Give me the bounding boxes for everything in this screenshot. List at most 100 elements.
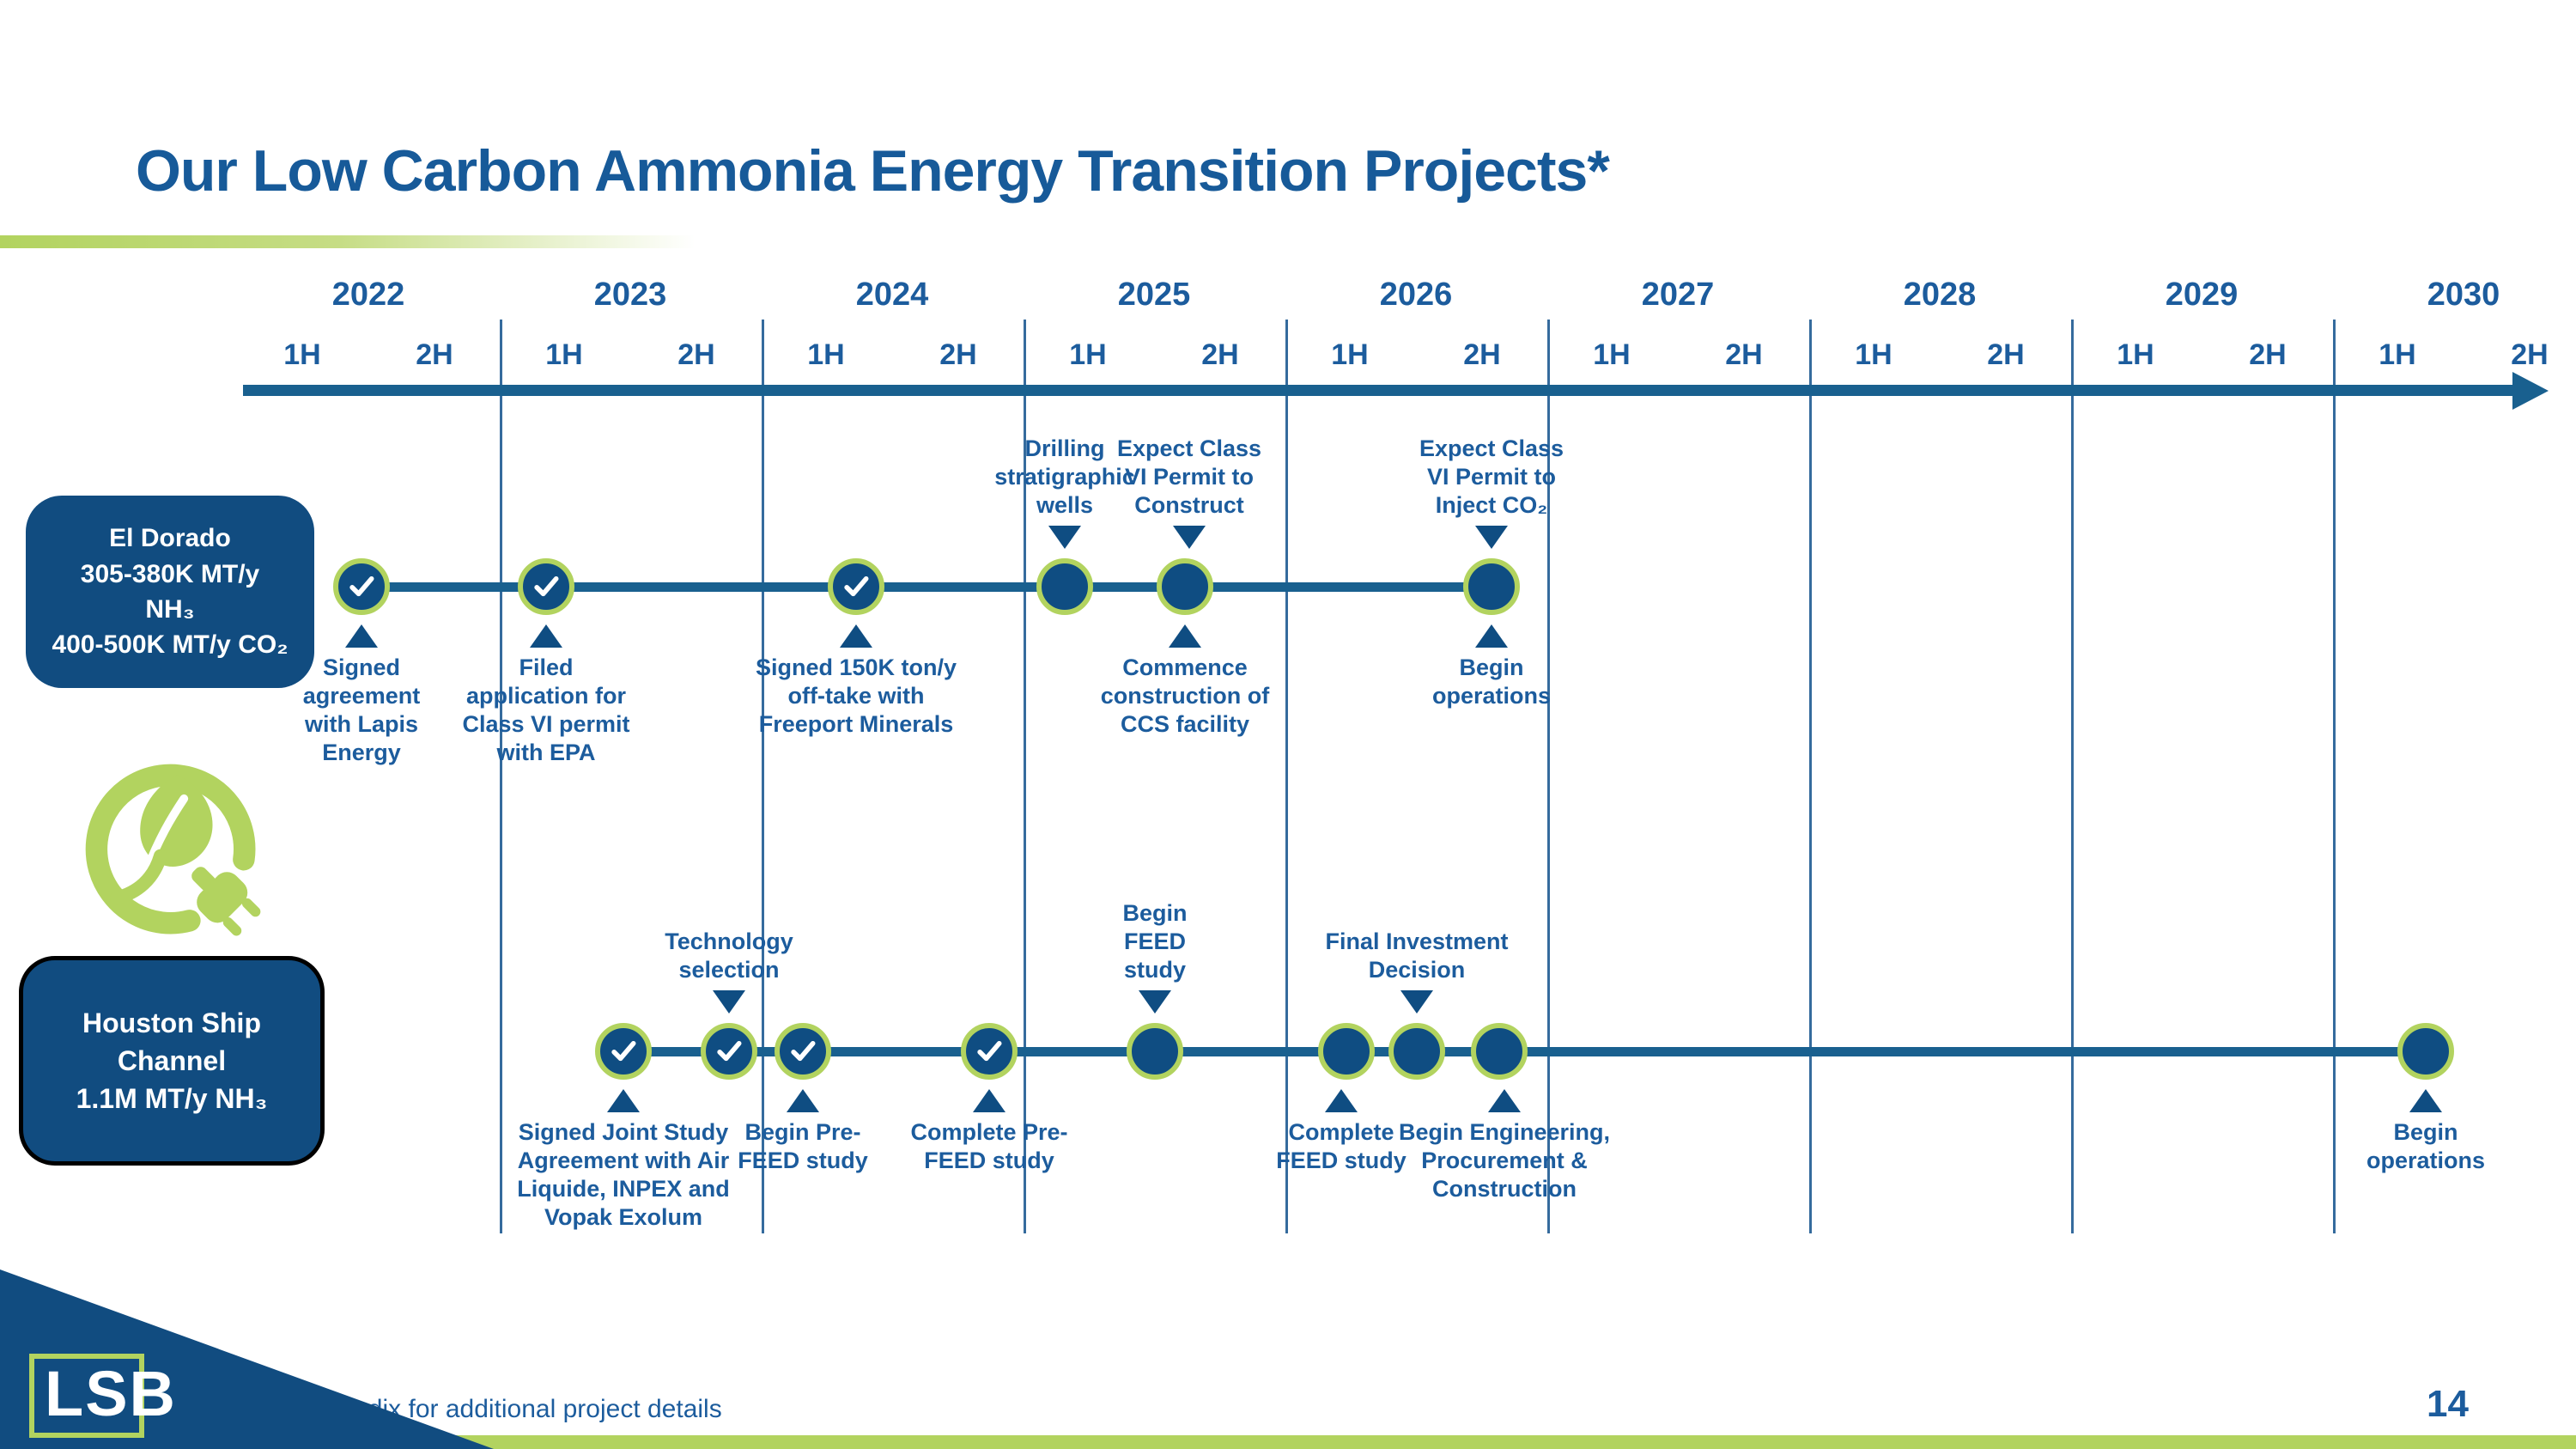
project-box-line: 1.1M MT/y NH₃	[76, 1083, 268, 1115]
project-box-line: NH₃	[145, 595, 195, 624]
year-label: 2024	[855, 277, 929, 313]
milestone-node-houston-operations	[2397, 1023, 2454, 1080]
milestone-label: Expect Class VI Permit to Construct	[1116, 435, 1262, 519]
milestone-drilling: Drilling stratigraphic wells	[979, 435, 1151, 549]
half-label-1h: 1H	[1069, 338, 1107, 371]
triangle-down-icon	[1048, 526, 1081, 549]
milestone-label: Begin operations	[1431, 654, 1552, 709]
year-label: 2028	[1903, 277, 1977, 313]
year-label: 2030	[2427, 277, 2500, 313]
milestone-label: Expect Class VI Permit to Inject CO₂	[1419, 435, 1564, 519]
project-box-line: Houston Ship	[82, 1007, 261, 1038]
lsb-logo: LSB	[45, 1358, 177, 1429]
year-label: 2022	[331, 277, 405, 313]
year-label: 2023	[593, 277, 667, 313]
milestone-label: Signed Joint Study Agreement with Air Li…	[517, 1119, 730, 1230]
triangle-up-icon	[530, 624, 562, 648]
year-label: 2027	[1641, 277, 1715, 313]
half-label-1h: 1H	[1855, 338, 1893, 371]
half-label-2h: 2H	[1725, 338, 1763, 371]
bottom-accent-bar	[0, 1435, 2576, 1449]
milestone-node-begin-feed	[1127, 1023, 1183, 1080]
year-separator	[1024, 320, 1026, 1233]
project-box-line: 305-380K MT/y	[80, 559, 260, 588]
milestone-label: Signed 150K ton/y off-take with Freeport…	[755, 654, 957, 737]
year-separator	[1547, 320, 1550, 1233]
milestone-ccs: Commence construction of CCS facility	[1086, 624, 1284, 739]
year-label: 2026	[1379, 277, 1453, 313]
milestone-label: Commence construction of CCS facility	[1100, 654, 1270, 737]
milestone-label: Final Investment Decision	[1325, 928, 1509, 983]
milestone-label: Filed application for Class VI permit wi…	[462, 654, 630, 765]
milestone-freeport: Signed 150K ton/y off-take with Freeport…	[753, 624, 959, 739]
half-label-1h: 1H	[545, 338, 583, 371]
half-label-2h: 2H	[939, 338, 977, 371]
milestone-node-epc	[1471, 1023, 1528, 1080]
triangle-up-icon	[973, 1089, 1005, 1112]
year-separator	[500, 320, 502, 1233]
timeline-row-el-dorado	[339, 582, 1494, 592]
milestone-node-lapis	[333, 558, 390, 615]
project-box-line: 400-500K MT/y CO₂	[52, 630, 289, 660]
milestone-jsa: Signed Joint Study Agreement with Air Li…	[482, 1089, 765, 1232]
half-label-1h: 1H	[1593, 338, 1631, 371]
triangle-up-icon	[2409, 1089, 2442, 1112]
triangle-down-icon	[1173, 526, 1206, 549]
milestone-begin-feed: Begin FEED study	[1091, 899, 1219, 1014]
logo-frame	[29, 1354, 144, 1438]
milestone-node-tech	[701, 1023, 757, 1080]
half-label-2h: 2H	[2511, 338, 2549, 371]
milestone-node-freeport	[828, 558, 884, 615]
milestone-node-epa	[518, 558, 574, 615]
project-box-el-dorado: El Dorado 305-380K MT/y NH₃ 400-500K MT/…	[26, 496, 314, 688]
triangle-down-icon	[1475, 526, 1508, 549]
milestone-label: Technology selection	[665, 928, 793, 983]
milestone-node-inject-permit	[1463, 558, 1520, 615]
milestone-label: Begin Pre-FEED study	[738, 1119, 868, 1173]
triangle-up-icon	[345, 624, 378, 648]
half-label-2h: 2H	[2249, 338, 2287, 371]
year-separator	[2333, 320, 2336, 1233]
milestone-label: Begin FEED study	[1122, 900, 1188, 983]
milestone-node-construct-permit	[1157, 558, 1213, 615]
milestone-begin-prefeed: Begin Pre-FEED study	[730, 1089, 876, 1175]
page-number: 14	[2427, 1383, 2469, 1425]
milestone-label: Begin Engineering, Procurement & Constru…	[1398, 1119, 1611, 1202]
check-icon	[349, 576, 374, 597]
half-label-2h: 2H	[677, 338, 715, 371]
check-icon	[534, 576, 559, 597]
triangle-down-icon	[1400, 990, 1433, 1014]
half-label-2h: 2H	[1201, 338, 1239, 371]
check-icon	[791, 1041, 816, 1062]
project-box-houston: Houston Ship Channel 1.1M MT/y NH₃	[19, 956, 325, 1166]
page-title: Our Low Carbon Ammonia Energy Transition…	[136, 138, 1610, 204]
milestone-eldorado-operations: Begin operations	[1414, 624, 1569, 710]
triangle-up-icon	[1325, 1089, 1358, 1112]
milestone-fid: Final Investment Decision	[1322, 928, 1511, 1014]
half-label-1h: 1H	[807, 338, 845, 371]
year-separator	[1809, 320, 1812, 1233]
half-label-1h: 1H	[283, 338, 321, 371]
milestone-construct-permit: Expect Class VI Permit to Construct	[1116, 435, 1262, 549]
year-separator	[2071, 320, 2074, 1233]
half-label-2h: 2H	[416, 338, 453, 371]
triangle-down-icon	[1139, 990, 1171, 1014]
triangle-up-icon	[840, 624, 872, 648]
milestone-node-begin-prefeed	[775, 1023, 831, 1080]
milestone-inject-permit: Expect Class VI Permit to Inject CO₂	[1414, 435, 1569, 549]
milestone-label: Signed agreement with Lapis Energy	[302, 654, 421, 765]
milestone-epa: Filed application for Class VI permit wi…	[460, 624, 632, 767]
year-separator	[1285, 320, 1288, 1233]
milestone-complete-prefeed: Complete Pre-FEED study	[908, 1089, 1071, 1175]
year-separator	[762, 320, 764, 1233]
milestone-node-fid	[1388, 1023, 1445, 1080]
title-underline	[0, 235, 756, 248]
triangle-up-icon	[1475, 624, 1508, 648]
eco-leaf-plug-icon	[85, 764, 261, 936]
milestone-tech: Technology selection	[635, 928, 823, 1014]
milestone-label: Complete Pre-FEED study	[910, 1119, 1068, 1173]
half-label-1h: 1H	[2117, 338, 2154, 371]
milestone-houston-operations: Begin operations	[2348, 1089, 2503, 1175]
milestone-complete-feed: Complete FEED study	[1273, 1089, 1410, 1175]
